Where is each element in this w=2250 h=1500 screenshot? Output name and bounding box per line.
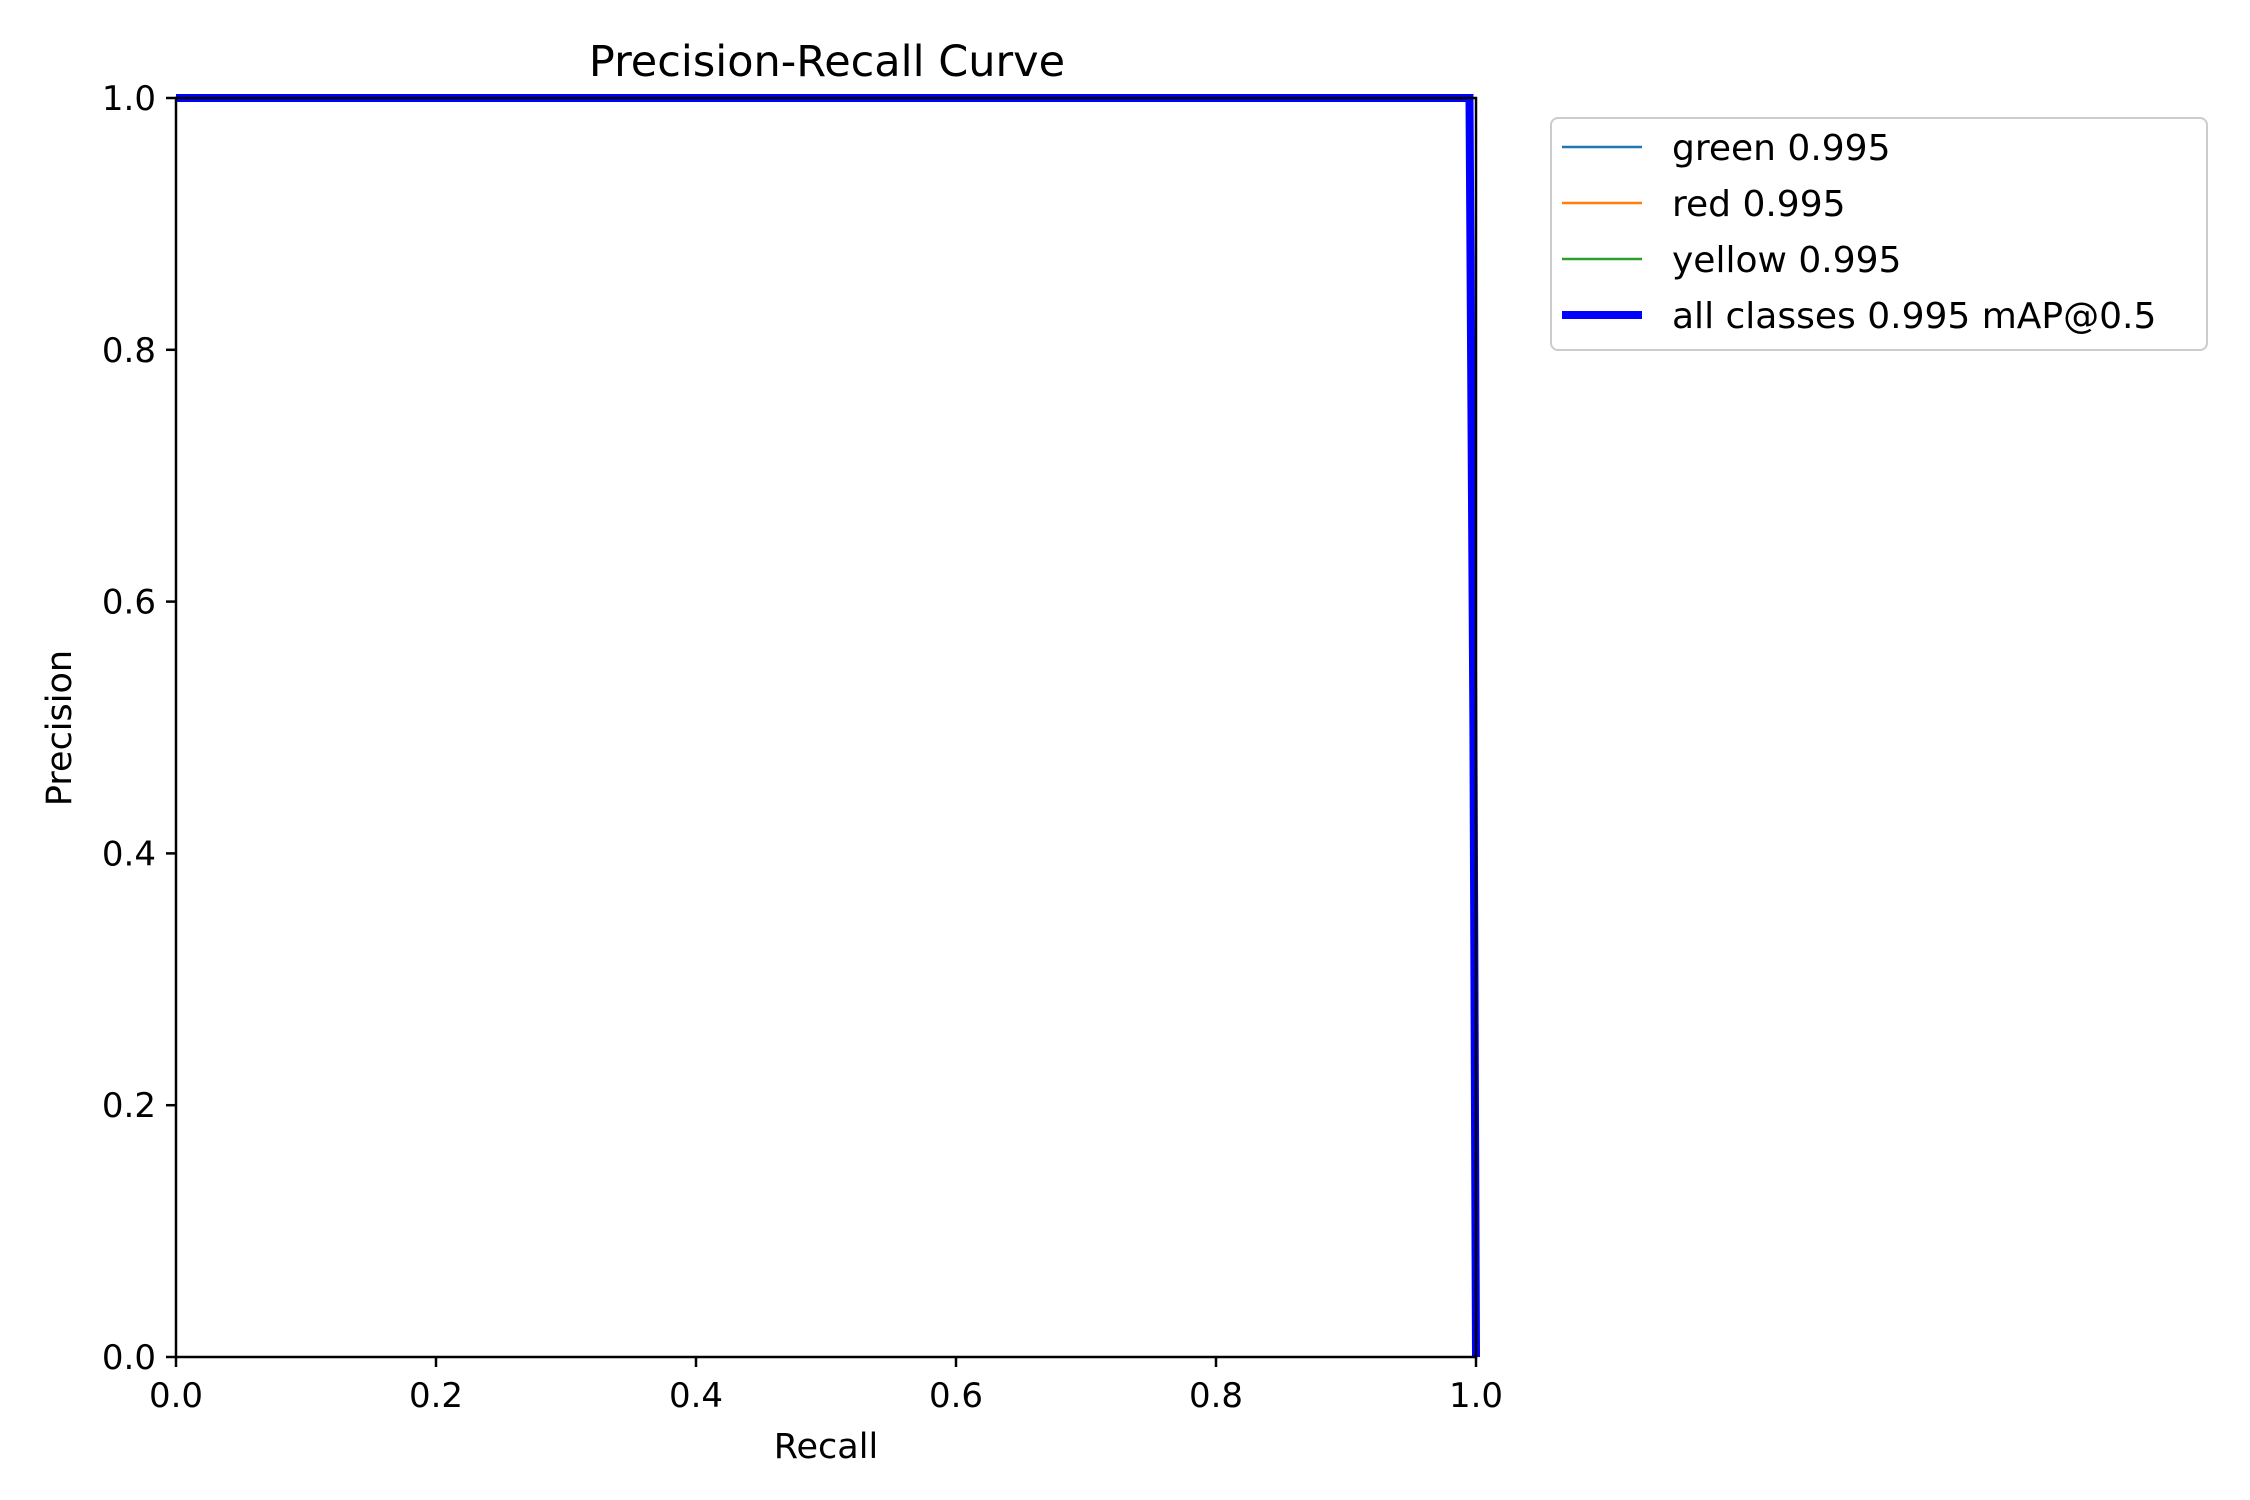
legend-box xyxy=(1550,117,2208,351)
chart-title: Precision-Recall Curve xyxy=(589,37,1065,87)
x-axis-label: Recall xyxy=(774,1427,878,1467)
y-tick-label: 0.0 xyxy=(102,1338,156,1378)
x-tick-label: 0.6 xyxy=(929,1376,983,1416)
legend-label-2: yellow 0.995 xyxy=(1672,240,1901,281)
plot-background xyxy=(176,98,1476,1357)
x-tick-label: 1.0 xyxy=(1449,1376,1503,1416)
x-axis-ticks: 0.0 0.2 0.4 0.6 0.8 1.0 xyxy=(149,1357,1503,1416)
plot-frame xyxy=(174,96,1478,1359)
y-tick-label: 0.6 xyxy=(102,583,156,623)
y-tick-label: 0.4 xyxy=(102,834,156,874)
legend-items: green 0.995 red 0.995 yellow 0.995 all clas… xyxy=(1562,128,2156,337)
plot-area xyxy=(174,94,1480,1359)
y-axis-label: Precision xyxy=(40,650,80,806)
legend-label-0: green 0.995 xyxy=(1672,128,1890,169)
y-axis-ticks: 0.0 0.2 0.4 0.6 0.8 1.0 xyxy=(102,79,176,1378)
y-tick-label: 1.0 xyxy=(102,79,156,119)
legend-label-3: all classes 0.995 mAP@0.5 xyxy=(1672,296,2156,337)
x-tick-label: 0.0 xyxy=(149,1376,203,1416)
legend: green 0.995 red 0.995 yellow 0.995 all clas… xyxy=(1550,117,2208,351)
y-tick-label: 0.2 xyxy=(102,1086,156,1126)
x-tick-label: 0.8 xyxy=(1189,1376,1243,1416)
y-tick-label: 0.8 xyxy=(102,331,156,371)
x-tick-label: 0.4 xyxy=(669,1376,723,1416)
x-tick-label: 0.2 xyxy=(409,1376,463,1416)
legend-label-1: red 0.995 xyxy=(1672,184,1846,225)
